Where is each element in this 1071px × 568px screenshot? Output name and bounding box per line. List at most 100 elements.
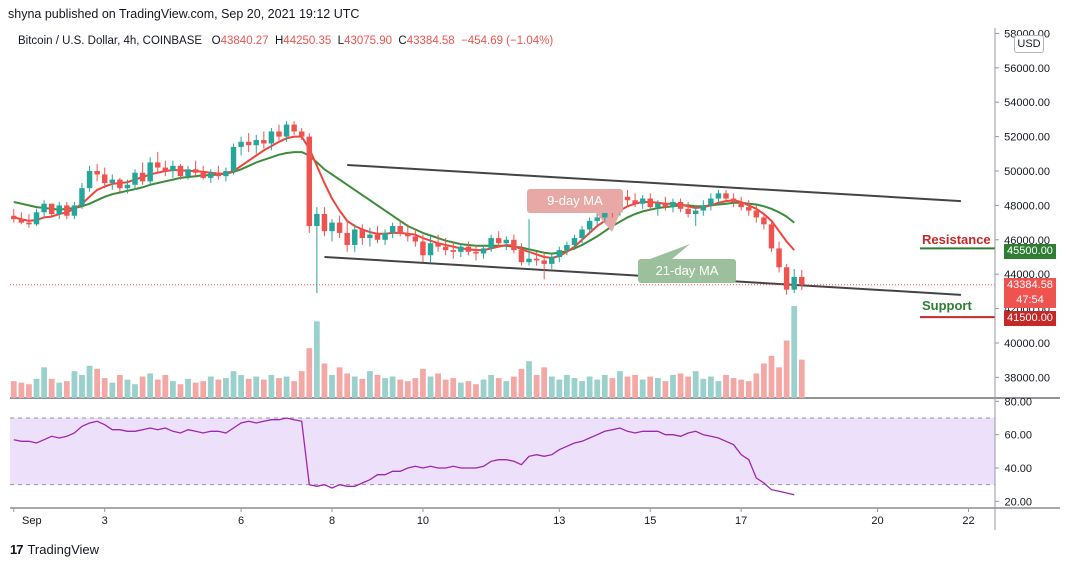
volume-bar (374, 375, 381, 398)
volume-bar (647, 376, 654, 398)
price-tick-label: 46000.00 (1004, 235, 1050, 247)
levels (10, 247, 995, 319)
candle-body (48, 203, 55, 214)
volume-bar (723, 375, 729, 398)
volume-bar (101, 378, 108, 398)
volume-bar (268, 375, 275, 398)
volume-bar (124, 379, 131, 398)
symbol-name[interactable]: Bitcoin / U.S. Dollar, 4h, COINBASE (18, 35, 203, 47)
candle-body (715, 193, 722, 199)
volume-bar (761, 363, 767, 398)
ma21-line (13, 151, 795, 255)
candle-body (586, 220, 593, 230)
rsi-band (10, 418, 995, 485)
candle-body (708, 198, 714, 206)
candle-body (223, 171, 229, 177)
volume-bar (776, 367, 782, 398)
volume-bar (109, 382, 116, 398)
tradingview-brand[interactable]: 17 TradingView (10, 542, 99, 557)
candle-body (215, 172, 222, 177)
volume-bar (609, 378, 616, 398)
volume-bar (291, 381, 298, 398)
candle-body (306, 136, 313, 227)
volume-bar (632, 375, 638, 398)
volume-bar (94, 368, 101, 398)
volume-bar (526, 361, 532, 398)
candle-body (109, 179, 116, 184)
volume-bar (594, 379, 601, 398)
candle-body (298, 131, 305, 137)
volume-bar (510, 376, 517, 398)
candle-body (238, 141, 244, 147)
volume-bar (798, 359, 805, 398)
candle-body (329, 222, 335, 232)
candle-body (192, 169, 199, 173)
candle-body (261, 140, 267, 144)
volume-bar (215, 379, 222, 398)
volume-bar (533, 375, 540, 398)
candle-body (208, 172, 214, 178)
ma9-label-pointer (596, 213, 620, 232)
volume-bar (245, 378, 252, 398)
candle-body (571, 238, 578, 245)
candle-body (662, 203, 669, 208)
volume-bar (473, 384, 479, 398)
volume-bar (359, 378, 366, 398)
volume-bar (579, 381, 585, 398)
candle-body (730, 198, 737, 202)
volume-bar (79, 375, 85, 398)
low-value: 43075.90 (344, 35, 393, 47)
candle-body (533, 258, 540, 261)
low-key: L (337, 35, 345, 47)
candle-body (124, 184, 131, 189)
volume-bar (541, 367, 548, 398)
volume-bar (192, 382, 199, 398)
candle-body (465, 246, 472, 252)
candle-body (86, 171, 93, 189)
volume-bar (738, 379, 745, 398)
price-tick-label: 56000.00 (1004, 63, 1050, 75)
candle-body (420, 241, 426, 256)
volume-bar (745, 381, 752, 398)
volume-bar (442, 379, 449, 398)
currency-button[interactable]: USD (1014, 35, 1044, 53)
candle-body (382, 232, 388, 240)
volume-bar (230, 371, 237, 398)
price-tick-label: 40000.00 (1004, 338, 1050, 350)
volume-bar (639, 379, 646, 398)
candle-body (276, 131, 282, 137)
candle-body (177, 165, 184, 177)
volume-bar (382, 378, 388, 398)
candle-body (639, 198, 646, 204)
candle-body (579, 229, 585, 239)
volume-bar (420, 368, 426, 398)
ma9-line-group (13, 135, 795, 259)
time-tick-label: Sep (22, 515, 42, 527)
candle-body (677, 201, 684, 209)
volume-bar (730, 378, 737, 398)
candle-body (412, 236, 419, 242)
ma21-label: 21-day MA (638, 259, 736, 283)
change-value: −454.69 (−1.04%) (461, 35, 554, 47)
candle-body (170, 165, 176, 172)
candle-body (344, 232, 350, 245)
volume-bar (283, 376, 290, 398)
volume-bar (10, 381, 17, 398)
candle-body (245, 141, 252, 146)
volume-bar (715, 381, 722, 398)
candle-body (352, 229, 358, 245)
candle-body (473, 251, 479, 254)
volume-bar (321, 363, 328, 398)
volume-bar (457, 382, 464, 398)
volume-bar (116, 375, 123, 398)
resistance-price-tag: 45500.00 (1004, 244, 1056, 259)
volume-bar (33, 378, 40, 398)
time-tick-label: 3 (102, 515, 108, 527)
volume-bar (86, 365, 93, 398)
volume-bar (41, 367, 47, 398)
candle-body (700, 205, 707, 211)
price-tick-label: 54000.00 (1004, 97, 1050, 109)
candle-body (283, 124, 290, 137)
candle-body (132, 172, 138, 185)
